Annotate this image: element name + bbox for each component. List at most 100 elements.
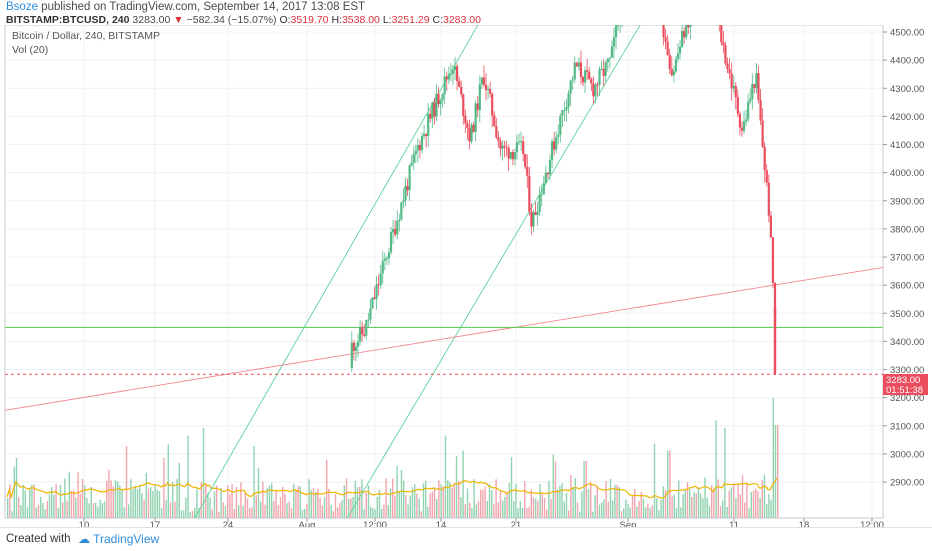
candle-body xyxy=(517,141,521,143)
volume-bar xyxy=(548,480,550,518)
volume-bar xyxy=(438,480,440,518)
candle-body xyxy=(418,145,422,151)
volume-bar xyxy=(59,484,62,518)
candle-body xyxy=(381,260,384,274)
candle-body xyxy=(406,186,409,191)
volume-bar xyxy=(645,507,647,518)
price-chart[interactable]: 2900.00 3000.00 3100.00 3200.00 3300.00 3400.… xyxy=(0,25,932,527)
price-axis[interactable]: 2900.00 3000.00 3100.00 3200.00 3300.00 3400.… xyxy=(882,25,924,518)
volume-bar xyxy=(675,507,678,518)
candle-body xyxy=(495,126,498,138)
trend-line-red xyxy=(4,266,884,411)
volume-bar xyxy=(697,487,700,518)
volume-bar xyxy=(268,485,271,518)
volume-bar xyxy=(238,505,240,518)
volume-bar xyxy=(422,483,425,518)
volume-bar xyxy=(194,507,196,518)
down-arrow-icon: ▼ xyxy=(173,14,184,26)
symbol-label[interactable]: BITSTAMP:BTCUSD, 240 xyxy=(6,14,130,26)
volume-bar xyxy=(103,501,106,518)
volume-bar xyxy=(770,499,772,518)
created-with-text: Created with xyxy=(6,533,71,545)
candle-body xyxy=(414,150,417,154)
volume-bar xyxy=(73,490,75,518)
candle-body xyxy=(687,25,690,28)
candle-body xyxy=(664,37,667,42)
candle-body xyxy=(588,71,591,79)
candle-body xyxy=(577,62,580,67)
volume-bar xyxy=(315,491,317,518)
candle-body xyxy=(375,284,378,299)
volume-bar xyxy=(768,493,770,518)
volume-bar xyxy=(755,488,757,518)
volume-bar xyxy=(733,483,735,518)
candle-body xyxy=(546,172,550,175)
volume-bar xyxy=(70,490,73,518)
candle-body xyxy=(509,152,512,159)
candle-body xyxy=(400,202,403,220)
volume-bar xyxy=(339,502,341,518)
candle-body xyxy=(544,172,547,184)
chart-area[interactable] xyxy=(4,25,884,519)
footer: Created with ☁ TradingView xyxy=(0,527,932,551)
volume-bar xyxy=(33,484,35,518)
volume-bar xyxy=(464,503,466,518)
candle-body xyxy=(761,120,764,147)
candle-body xyxy=(548,159,552,175)
volume-bar xyxy=(603,499,605,518)
candle-body xyxy=(573,62,576,80)
candle-body xyxy=(501,145,504,149)
volume-bar xyxy=(537,501,539,518)
volume-bar xyxy=(211,509,213,518)
volume-bar xyxy=(499,491,502,518)
volume-bar xyxy=(205,484,207,518)
price-tick-label: 3300.00 xyxy=(890,365,924,376)
grid xyxy=(5,25,883,518)
price-tick-label: 3500.00 xyxy=(890,309,924,320)
volume-bar xyxy=(321,505,323,518)
candle-body xyxy=(365,320,368,336)
volume-bar xyxy=(323,496,326,518)
candle-body xyxy=(391,228,395,233)
volume-bar xyxy=(202,428,205,518)
candle-body xyxy=(486,89,490,91)
volume-bar xyxy=(482,489,484,518)
candle-body xyxy=(728,69,731,74)
volume-bar xyxy=(62,502,64,518)
volume-bar xyxy=(565,492,568,518)
candle-body xyxy=(538,194,541,212)
volume-bar xyxy=(92,502,95,518)
volume-bar xyxy=(724,428,726,518)
time-axis[interactable]: 10 17 24 Aug 12:00 14 21 Sep 11 18 12:00 xyxy=(79,518,884,527)
volume-bar xyxy=(508,483,510,518)
volume-bar xyxy=(587,488,590,518)
candle-body xyxy=(513,152,516,160)
volume-bar xyxy=(165,500,167,518)
volume-bar xyxy=(726,507,728,518)
candle-body xyxy=(771,237,775,283)
tradingview-logo[interactable]: ☁ TradingView xyxy=(78,532,159,546)
volume-bar xyxy=(524,481,526,518)
volume-bar xyxy=(389,488,392,518)
volume-bar xyxy=(559,485,561,518)
author-link[interactable]: Bsoze xyxy=(6,1,38,13)
time-tick-label: 18 xyxy=(799,520,810,527)
volume-bar xyxy=(400,470,403,518)
volume-bar xyxy=(150,487,152,518)
candle-body xyxy=(745,119,748,122)
volume-bar xyxy=(658,510,660,518)
price-tick-label: 3000.00 xyxy=(890,449,924,460)
candle-body xyxy=(416,145,419,151)
candle-body xyxy=(662,25,665,38)
candle-body xyxy=(602,68,605,76)
candle-body xyxy=(524,154,527,168)
volume-bar xyxy=(264,504,266,518)
volume-bar xyxy=(444,435,447,518)
volume-bar xyxy=(612,500,614,518)
volume-bar xyxy=(407,504,409,518)
volume-bar xyxy=(139,484,141,518)
volume-bar xyxy=(359,486,361,518)
volume-bar xyxy=(431,491,433,518)
volume-bar xyxy=(378,490,381,518)
volume-bar xyxy=(350,498,352,518)
